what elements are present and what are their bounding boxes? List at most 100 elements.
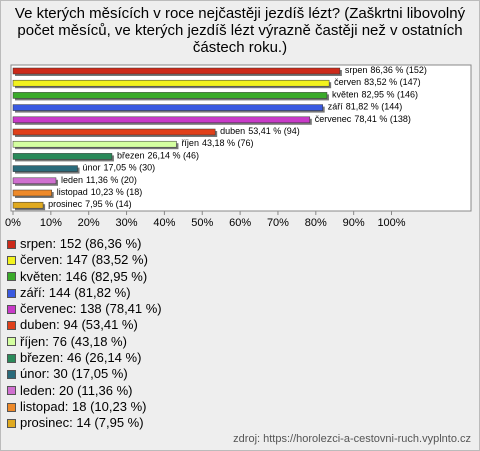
data-label-value: 83,52 % (147) (364, 78, 421, 88)
data-label: červenec 78,41 % (138) (315, 114, 411, 124)
legend-swatch (7, 304, 16, 314)
data-label: únor 17,05 % (30) (83, 163, 156, 173)
x-tick-label: 70% (267, 217, 289, 229)
legend-item: prosinec: 14 (7,95 %) (7, 415, 162, 431)
legend-label: květen: 146 (82,95 %) (20, 268, 148, 284)
legend-label: srpen: 152 (86,36 %) (20, 236, 142, 251)
x-tick-label: 90% (343, 217, 365, 229)
data-label-value: 26,14 % (46) (147, 151, 199, 161)
legend-swatch (7, 418, 16, 428)
bar (12, 189, 52, 197)
data-label-category: červenec (315, 114, 352, 124)
data-label-category: září (328, 102, 344, 112)
legend-swatch (7, 255, 16, 265)
legend-item: květen: 146 (82,95 %) (7, 269, 162, 285)
legend-item: únor: 30 (17,05 %) (7, 366, 162, 382)
legend-swatch (7, 321, 16, 331)
data-label-value: 7,95 % (14) (85, 200, 132, 210)
x-tick-label: 20% (78, 217, 100, 229)
legend-label: září: 144 (81,82 %) (20, 284, 131, 300)
data-label-value: 11,36 % (20) (86, 175, 137, 185)
x-tick-label: 50% (191, 217, 213, 229)
data-label-value: 53,41 % (94) (248, 126, 300, 136)
legend-item: září: 144 (81,82 %) (7, 285, 162, 301)
legend-label: březen: 46 (26,14 %) (20, 350, 142, 366)
legend-label: červen: 147 (83,52 %) (20, 252, 148, 268)
data-label-value: 78,41 % (138) (354, 114, 411, 124)
legend-label: únor: 30 (17,05 %) (20, 366, 128, 382)
data-label-category: únor (83, 163, 101, 173)
bar (12, 177, 57, 185)
legend-swatch (7, 288, 16, 298)
legend: srpen: 152 (86,36 %) červen: 147 (83,52 %… (7, 236, 162, 432)
bar (12, 165, 78, 172)
legend-label: prosinec: 14 (7,95 %) (20, 415, 144, 431)
x-tick-label: 30% (116, 217, 138, 229)
x-tick-label: 100% (377, 217, 405, 229)
data-label: květen 82,95 % (146) (332, 90, 418, 100)
data-label-value: 86,36 % (152) (370, 65, 427, 75)
legend-swatch (7, 402, 16, 412)
legend-swatch (7, 239, 16, 249)
data-label-value: 81,82 % (144) (346, 102, 403, 112)
legend-label: duben: 94 (53,41 %) (20, 317, 138, 333)
legend-item: listopad: 18 (10,23 %) (7, 399, 162, 415)
legend-label: listopad: 18 (10,23 %) (20, 398, 147, 414)
bar (12, 104, 323, 111)
data-label: září 81,82 % (144) (328, 102, 403, 112)
data-label-category: prosinec (48, 200, 83, 210)
x-tick-label: 0% (5, 217, 21, 229)
bar (12, 153, 113, 160)
data-label-value: 43,18 % (76) (202, 139, 254, 149)
legend-swatch (7, 386, 16, 396)
source: zdroj: https://horolezci-a-cestovni-ruch… (233, 433, 471, 445)
legend-label: červenec: 138 (78,41 %) (20, 301, 162, 317)
data-label-category: březen (117, 151, 145, 161)
x-tick-label: 40% (153, 217, 175, 229)
data-label-category: květen (332, 90, 359, 100)
bar (12, 128, 216, 136)
data-label-category: leden (61, 175, 83, 185)
bar (12, 67, 341, 75)
plot-area (10, 64, 472, 212)
bar (12, 79, 330, 87)
bar (12, 140, 177, 148)
data-label-category: duben (220, 126, 245, 136)
data-label-category: srpen (345, 65, 368, 75)
data-label-category: říjen (181, 139, 199, 149)
legend-swatch (7, 337, 16, 347)
data-label-category: listopad (57, 187, 88, 197)
legend-label: říjen: 76 (43,18 %) (20, 333, 127, 349)
legend-item: říjen: 76 (43,18 %) (7, 334, 162, 350)
legend-swatch (7, 370, 16, 380)
bar (12, 116, 311, 124)
data-label: říjen 43,18 % (76) (181, 139, 253, 149)
legend-item: červenec: 138 (78,41 %) (7, 301, 162, 317)
legend-swatch (7, 353, 16, 363)
legend-item: leden: 20 (11,36 %) (7, 383, 162, 399)
data-label: červen 83,52 % (147) (334, 78, 421, 88)
legend-swatch (7, 272, 16, 282)
x-tick-label: 10% (40, 217, 62, 229)
bar (12, 201, 44, 209)
data-label: prosinec 7,95 % (14) (48, 200, 132, 210)
legend-label: leden: 20 (11,36 %) (20, 382, 133, 398)
legend-item: srpen: 152 (86,36 %) (7, 236, 162, 252)
data-label: leden 11,36 % (20) (61, 175, 137, 185)
legend-item: duben: 94 (53,41 %) (7, 317, 162, 333)
data-label-value: 10,23 % (18) (91, 187, 143, 197)
data-label-value: 82,95 % (146) (362, 90, 419, 100)
bar (12, 92, 328, 99)
data-label-category: červen (334, 78, 361, 88)
x-tick-label: 60% (229, 217, 251, 229)
legend-item: březen: 46 (26,14 %) (7, 350, 162, 366)
x-tick-label: 80% (305, 217, 327, 229)
data-label: srpen 86,36 % (152) (345, 65, 427, 75)
data-label-value: 17,05 % (30) (104, 163, 156, 173)
data-label: březen 26,14 % (46) (117, 151, 199, 161)
data-label: duben 53,41 % (94) (220, 126, 300, 136)
legend-item: červen: 147 (83,52 %) (7, 252, 162, 268)
chart-title: Ve kterých měsících v roce nejčastěji je… (14, 5, 466, 56)
